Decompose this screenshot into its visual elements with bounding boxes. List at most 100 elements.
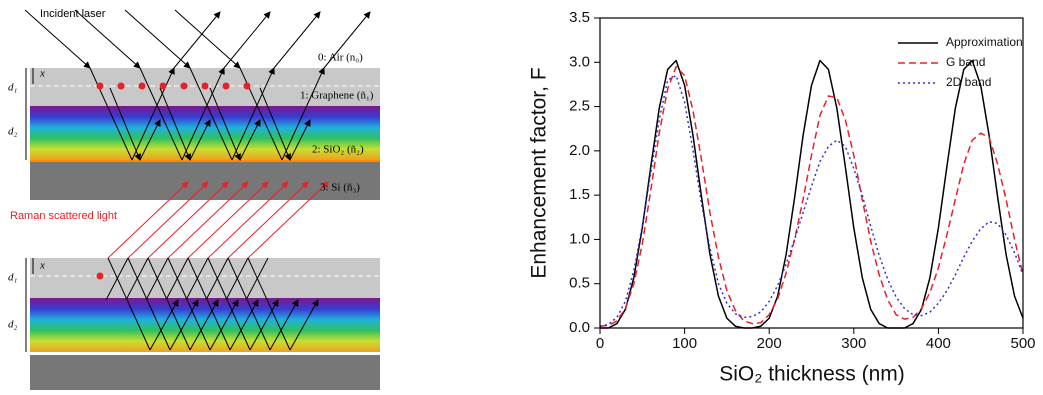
ray <box>189 119 211 161</box>
ray <box>127 181 209 259</box>
sio2-label: 2: SiO₂ (ñ₂) <box>312 144 364 156</box>
x-tick-label: 200 <box>757 335 782 352</box>
series-line <box>599 65 1024 327</box>
legend-label: Approximation <box>946 35 1023 49</box>
d2-label: d₂ <box>8 319 18 331</box>
scatter-point <box>96 82 104 90</box>
ray <box>124 9 191 69</box>
d2-label: d₂ <box>8 126 18 138</box>
ray <box>139 119 161 161</box>
ray <box>181 67 225 161</box>
series-line <box>599 74 1024 327</box>
scatter-point <box>138 82 146 90</box>
ray <box>145 257 169 301</box>
ray <box>239 119 261 161</box>
raman-label: Raman scattered light <box>10 210 117 222</box>
ray <box>207 257 251 351</box>
scatter-point <box>201 82 209 90</box>
scatter-point <box>117 82 125 90</box>
ray <box>231 67 275 161</box>
ray <box>245 257 269 301</box>
x-axis-label: SiO₂ thickness (nm) <box>719 363 905 386</box>
ray <box>209 87 241 161</box>
scatter-point <box>243 82 251 90</box>
y-tick-label: 0.5 <box>569 275 590 292</box>
interface <box>30 160 380 162</box>
y-tick-label: 2.5 <box>569 98 590 115</box>
graphene-label: 1: Graphene (ñ₁) <box>300 90 374 102</box>
scatter-point <box>180 82 188 90</box>
ray <box>169 299 199 351</box>
ray <box>24 9 91 69</box>
si-label: 3: Si (ñ₃) <box>320 182 360 194</box>
si-layer <box>30 162 380 200</box>
x-tick-label: 300 <box>841 335 866 352</box>
dimension-lines <box>25 68 34 352</box>
y-tick-label: 3.0 <box>569 53 590 70</box>
ray <box>289 119 311 161</box>
rays <box>24 9 371 351</box>
ray <box>227 181 309 259</box>
ray <box>247 181 329 259</box>
diagram: Incident laser 0: Air (n₀) 1: Graphene (… <box>8 8 380 390</box>
ray <box>259 87 291 161</box>
ray <box>74 9 141 69</box>
air-label: 0: Air (n₀) <box>318 52 363 64</box>
ray <box>147 257 191 351</box>
x-label: x <box>39 68 45 80</box>
ray <box>105 257 129 301</box>
ray <box>147 181 229 259</box>
ray <box>225 257 249 301</box>
d1-label: d₁ <box>8 82 18 94</box>
ray <box>127 257 171 351</box>
ray <box>185 257 209 301</box>
ray <box>249 299 279 351</box>
ray <box>289 299 319 351</box>
ray <box>107 257 151 351</box>
si-layer <box>30 355 380 390</box>
ray <box>223 11 271 69</box>
ray <box>167 181 249 259</box>
ray <box>89 67 133 161</box>
y-axis-label: Enhancement factor, F <box>528 67 551 278</box>
ray <box>281 67 325 161</box>
x-tick-label: 400 <box>926 335 951 352</box>
ray <box>323 11 371 69</box>
ray <box>207 181 289 259</box>
x-label: x <box>39 260 45 272</box>
ray <box>189 67 233 161</box>
ray <box>109 87 141 161</box>
ray <box>149 299 179 351</box>
ray <box>167 257 211 351</box>
ray <box>229 299 259 351</box>
sio2-layer <box>30 106 380 160</box>
ray <box>247 257 291 351</box>
series-line <box>600 59 1024 329</box>
scatter-point <box>222 82 230 90</box>
scatter-point <box>96 272 104 280</box>
plot-frame <box>599 17 1024 329</box>
ray <box>159 87 191 161</box>
y-tick-label: 0.0 <box>569 319 590 336</box>
ray <box>187 257 231 351</box>
ray <box>165 257 189 301</box>
ray <box>174 9 241 69</box>
y-tick-label: 1.0 <box>569 230 590 247</box>
ray <box>273 11 321 69</box>
ray <box>187 181 269 259</box>
x-tick-label: 500 <box>1010 335 1035 352</box>
legend-label: G band <box>946 55 985 69</box>
ray <box>139 67 183 161</box>
legend-label: 2D band <box>946 75 991 89</box>
ray <box>125 257 149 301</box>
x-tick-label: 100 <box>672 335 697 352</box>
y-tick-label: 2.0 <box>569 142 590 159</box>
ray <box>173 11 221 69</box>
incident-label: Incident laser <box>40 8 106 20</box>
d1-label: d₁ <box>8 272 18 284</box>
sio2-layer <box>30 298 380 352</box>
y-tick-label: 1.5 <box>569 186 590 203</box>
ray <box>227 257 271 351</box>
ray <box>269 299 299 351</box>
